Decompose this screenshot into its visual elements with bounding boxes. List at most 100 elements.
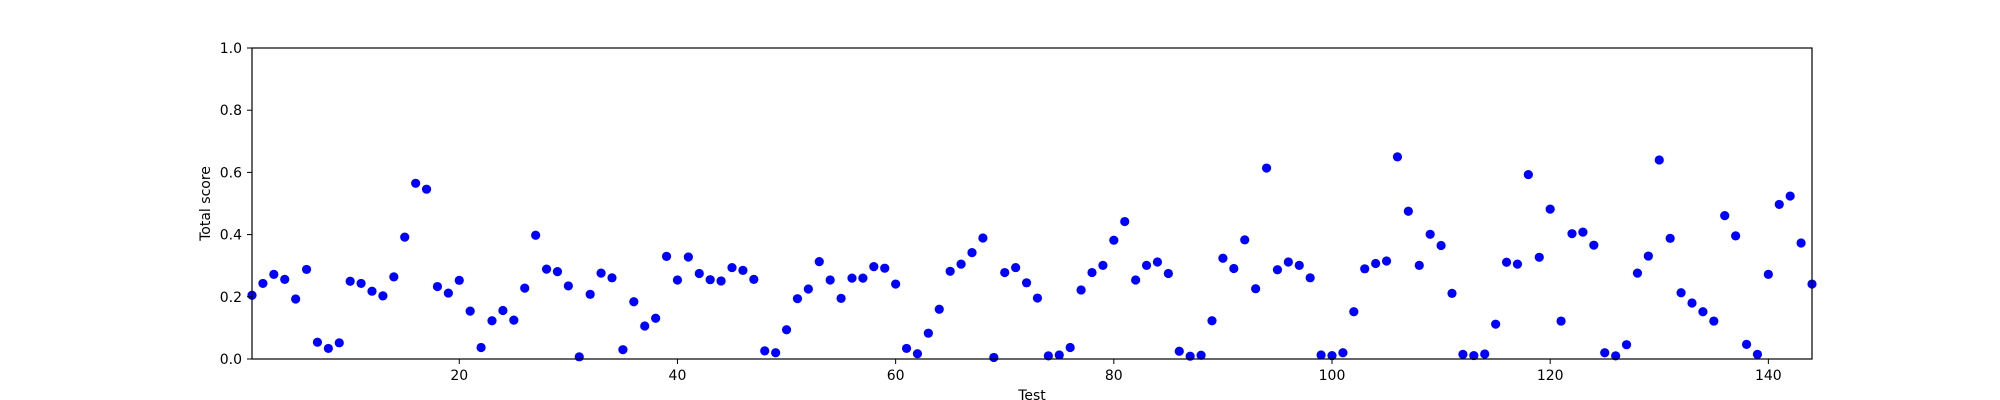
data-point <box>574 352 584 362</box>
data-point <box>694 268 704 279</box>
data-point <box>1567 229 1577 239</box>
y-axis-label: Total score <box>198 166 214 242</box>
data-point <box>1360 264 1370 274</box>
data-point <box>640 321 650 331</box>
data-point <box>814 257 824 267</box>
plot-frame <box>251 47 1813 360</box>
data-point <box>323 343 333 354</box>
data-point <box>651 313 661 323</box>
data-point <box>1414 260 1424 270</box>
data-point <box>956 259 966 269</box>
y-tick-label: 0.0 <box>220 352 242 368</box>
data-point <box>1600 348 1610 358</box>
data-point <box>1676 288 1686 298</box>
data-point <box>378 291 388 301</box>
data-point <box>1403 206 1413 216</box>
data-point <box>552 267 563 277</box>
data-point <box>1392 152 1403 162</box>
x-axis-label: Test <box>1017 388 1046 400</box>
data-point <box>1043 351 1053 361</box>
data-point <box>880 263 890 273</box>
data-point <box>1338 348 1348 358</box>
data-point <box>1327 350 1337 361</box>
data-point <box>1174 346 1184 356</box>
data-point <box>400 232 410 242</box>
data-point <box>334 338 344 348</box>
data-point <box>1458 349 1468 359</box>
y-tick-label: 0.4 <box>220 228 242 244</box>
data-point <box>1316 350 1326 360</box>
data-point <box>498 305 508 316</box>
data-point <box>1240 235 1250 245</box>
data-point <box>705 275 715 285</box>
data-point <box>280 274 290 284</box>
data-point <box>760 346 770 356</box>
y-tick-label: 0.2 <box>220 290 242 306</box>
data-point <box>1261 163 1272 173</box>
x-tick-label: 120 <box>1537 368 1564 384</box>
data-point <box>1741 339 1752 349</box>
data-point <box>389 272 399 282</box>
data-point <box>1731 231 1741 241</box>
data-point <box>1774 199 1784 210</box>
data-point <box>1152 257 1163 267</box>
data-point <box>945 266 955 276</box>
data-point <box>258 278 268 289</box>
x-tick-label: 140 <box>1755 368 1782 384</box>
data-point <box>345 276 355 286</box>
data-point <box>1698 307 1708 317</box>
data-point <box>923 328 933 338</box>
x-tick-label: 80 <box>1105 368 1123 384</box>
data-point <box>356 278 366 289</box>
data-point <box>901 343 912 354</box>
data-point <box>847 273 857 283</box>
data-point <box>1491 319 1501 329</box>
data-point <box>1032 293 1043 303</box>
data-point <box>1545 204 1555 214</box>
data-point <box>1425 229 1435 239</box>
data-point <box>291 294 301 304</box>
y-axis-ticks: 0.0 0.2 0.4 0.6 0.8 1.0 <box>220 41 252 368</box>
data-point <box>1371 258 1381 269</box>
data-point <box>541 264 552 274</box>
data-point <box>825 275 835 285</box>
data-point <box>803 284 813 294</box>
data-points <box>247 152 1817 363</box>
data-point <box>1000 267 1010 278</box>
data-point <box>967 248 977 258</box>
data-point <box>531 230 541 240</box>
data-point <box>1632 268 1643 278</box>
data-point <box>1578 227 1588 237</box>
data-point <box>1141 260 1152 270</box>
data-point <box>1120 216 1130 227</box>
y-tick-label: 1.0 <box>220 41 242 57</box>
data-point <box>1065 342 1075 353</box>
data-point <box>912 349 923 359</box>
data-point <box>269 269 279 280</box>
data-point <box>989 352 999 363</box>
data-point <box>1611 351 1621 361</box>
data-point <box>1251 284 1261 294</box>
data-point <box>661 251 672 261</box>
data-point <box>1196 350 1206 360</box>
data-point <box>1763 269 1773 280</box>
data-point <box>1796 238 1806 248</box>
data-point <box>585 289 595 299</box>
data-point <box>1480 349 1490 359</box>
x-tick-label: 20 <box>450 368 468 384</box>
data-point <box>1109 235 1119 245</box>
data-point <box>1229 263 1239 274</box>
data-point <box>1534 252 1544 262</box>
data-point <box>454 275 464 285</box>
data-point <box>716 276 726 286</box>
data-point <box>1654 155 1664 165</box>
data-point <box>727 262 737 273</box>
data-point <box>934 304 944 314</box>
x-tick-label: 40 <box>669 368 687 384</box>
data-point <box>1469 350 1479 361</box>
data-point <box>411 178 421 188</box>
data-point <box>1163 268 1173 279</box>
data-point <box>978 233 988 243</box>
x-tick-label: 100 <box>1319 368 1346 384</box>
